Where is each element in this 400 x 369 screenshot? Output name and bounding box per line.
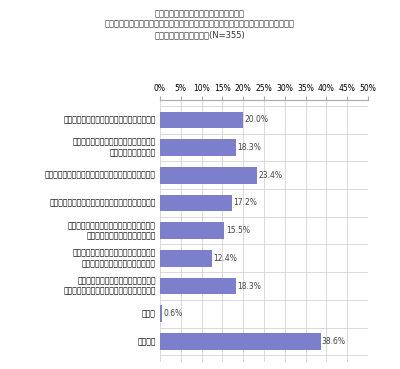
Text: 20.0%: 20.0% — [244, 115, 268, 124]
Text: 38.6%: 38.6% — [322, 337, 346, 346]
Bar — [160, 306, 162, 322]
Text: 17.2%: 17.2% — [233, 199, 257, 207]
Bar — [160, 167, 257, 183]
Bar — [160, 278, 236, 294]
Bar — [160, 250, 212, 267]
Bar — [160, 139, 236, 156]
Text: 『アニメ』ジャンルを推している方へ、
コロナによる自粛中と緩和後を比べて、推し活をするうえで感じた変化は何ですか。
（お答えはいくつでも）(N=355): 『アニメ』ジャンルを推している方へ、 コロナによる自粛中と緩和後を比べて、推し活… — [105, 9, 295, 39]
Text: 23.4%: 23.4% — [258, 171, 282, 180]
Bar — [160, 222, 224, 239]
Bar — [160, 333, 320, 350]
Text: 18.3%: 18.3% — [237, 282, 261, 290]
Bar — [160, 194, 232, 211]
Text: 12.4%: 12.4% — [213, 254, 237, 263]
Bar — [160, 111, 243, 128]
Text: 0.6%: 0.6% — [164, 309, 183, 318]
Text: 15.5%: 15.5% — [226, 226, 250, 235]
Text: 18.3%: 18.3% — [237, 143, 261, 152]
